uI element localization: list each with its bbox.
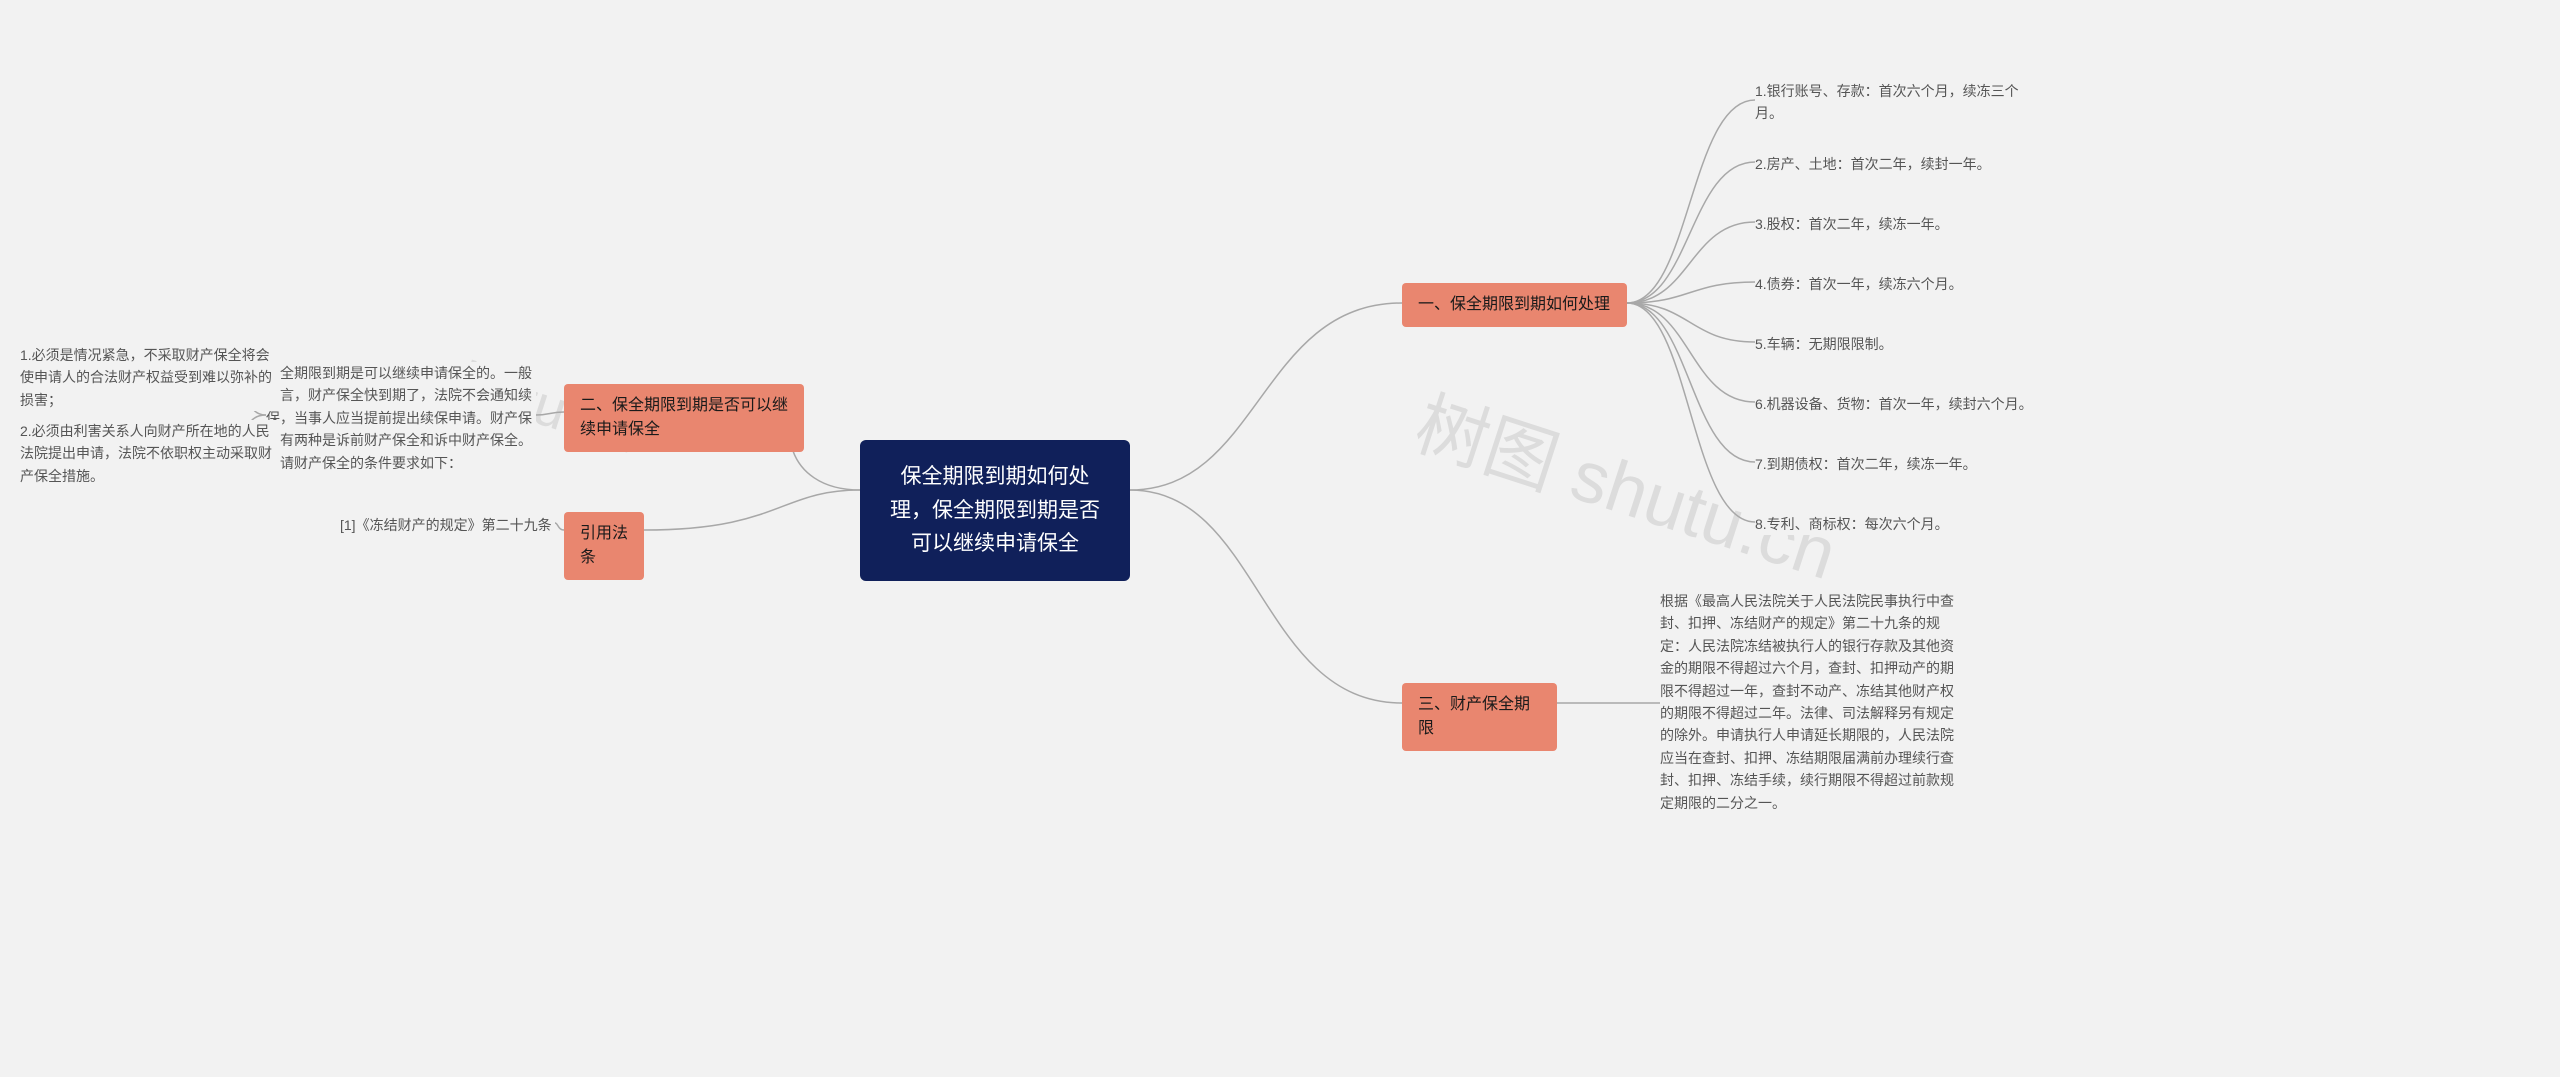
branch-3: 三、财产保全期限 — [1402, 683, 1557, 751]
b1-leaf-3: 3.股权：首次二年，续冻一年。 — [1755, 213, 1985, 235]
b1-leaf-7: 7.到期债权：首次二年，续冻一年。 — [1755, 453, 2005, 475]
b1-leaf-5: 5.车辆：无期限限制。 — [1755, 333, 1935, 355]
central-node: 保全期限到期如何处理，保全期限到期是否可以继续申请保全 — [860, 440, 1130, 581]
b4-leaf: [1]《冻结财产的规定》第二十九条 — [340, 514, 555, 536]
branch-1: 一、保全期限到期如何处理 — [1402, 283, 1627, 327]
b1-leaf-1: 1.银行账号、存款：首次六个月，续冻三个月。 — [1755, 80, 2030, 125]
b3-leaf: 根据《最高人民法院关于人民法院民事执行中查封、扣押、冻结财产的规定》第二十九条的… — [1660, 590, 1955, 814]
b2-leaf-1: 1.必须是情况紧急，不采取财产保全将会使申请人的合法财产权益受到难以弥补的损害； — [20, 344, 280, 411]
b1-leaf-4: 4.债券：首次一年，续冻六个月。 — [1755, 273, 1995, 295]
b1-leaf-2: 2.房产、土地：首次二年，续封一年。 — [1755, 153, 2015, 175]
branch-4: 引用法条 — [564, 512, 644, 580]
b1-leaf-6: 6.机器设备、货物：首次一年，续封六个月。 — [1755, 393, 2055, 415]
b1-leaf-8: 8.专利、商标权：每次六个月。 — [1755, 513, 1985, 535]
connector-lines — [0, 0, 2560, 1077]
b2-leaf-2: 2.必须由利害关系人向财产所在地的人民法院提出申请，法院不依职权主动采取财产保全… — [20, 420, 280, 487]
b2-mid: 保全期限到期是可以继续申请保全的。一般而言，财产保全快到期了，法院不会通知续保，… — [266, 362, 536, 474]
branch-2: 二、保全期限到期是否可以继续申请保全 — [564, 384, 804, 452]
